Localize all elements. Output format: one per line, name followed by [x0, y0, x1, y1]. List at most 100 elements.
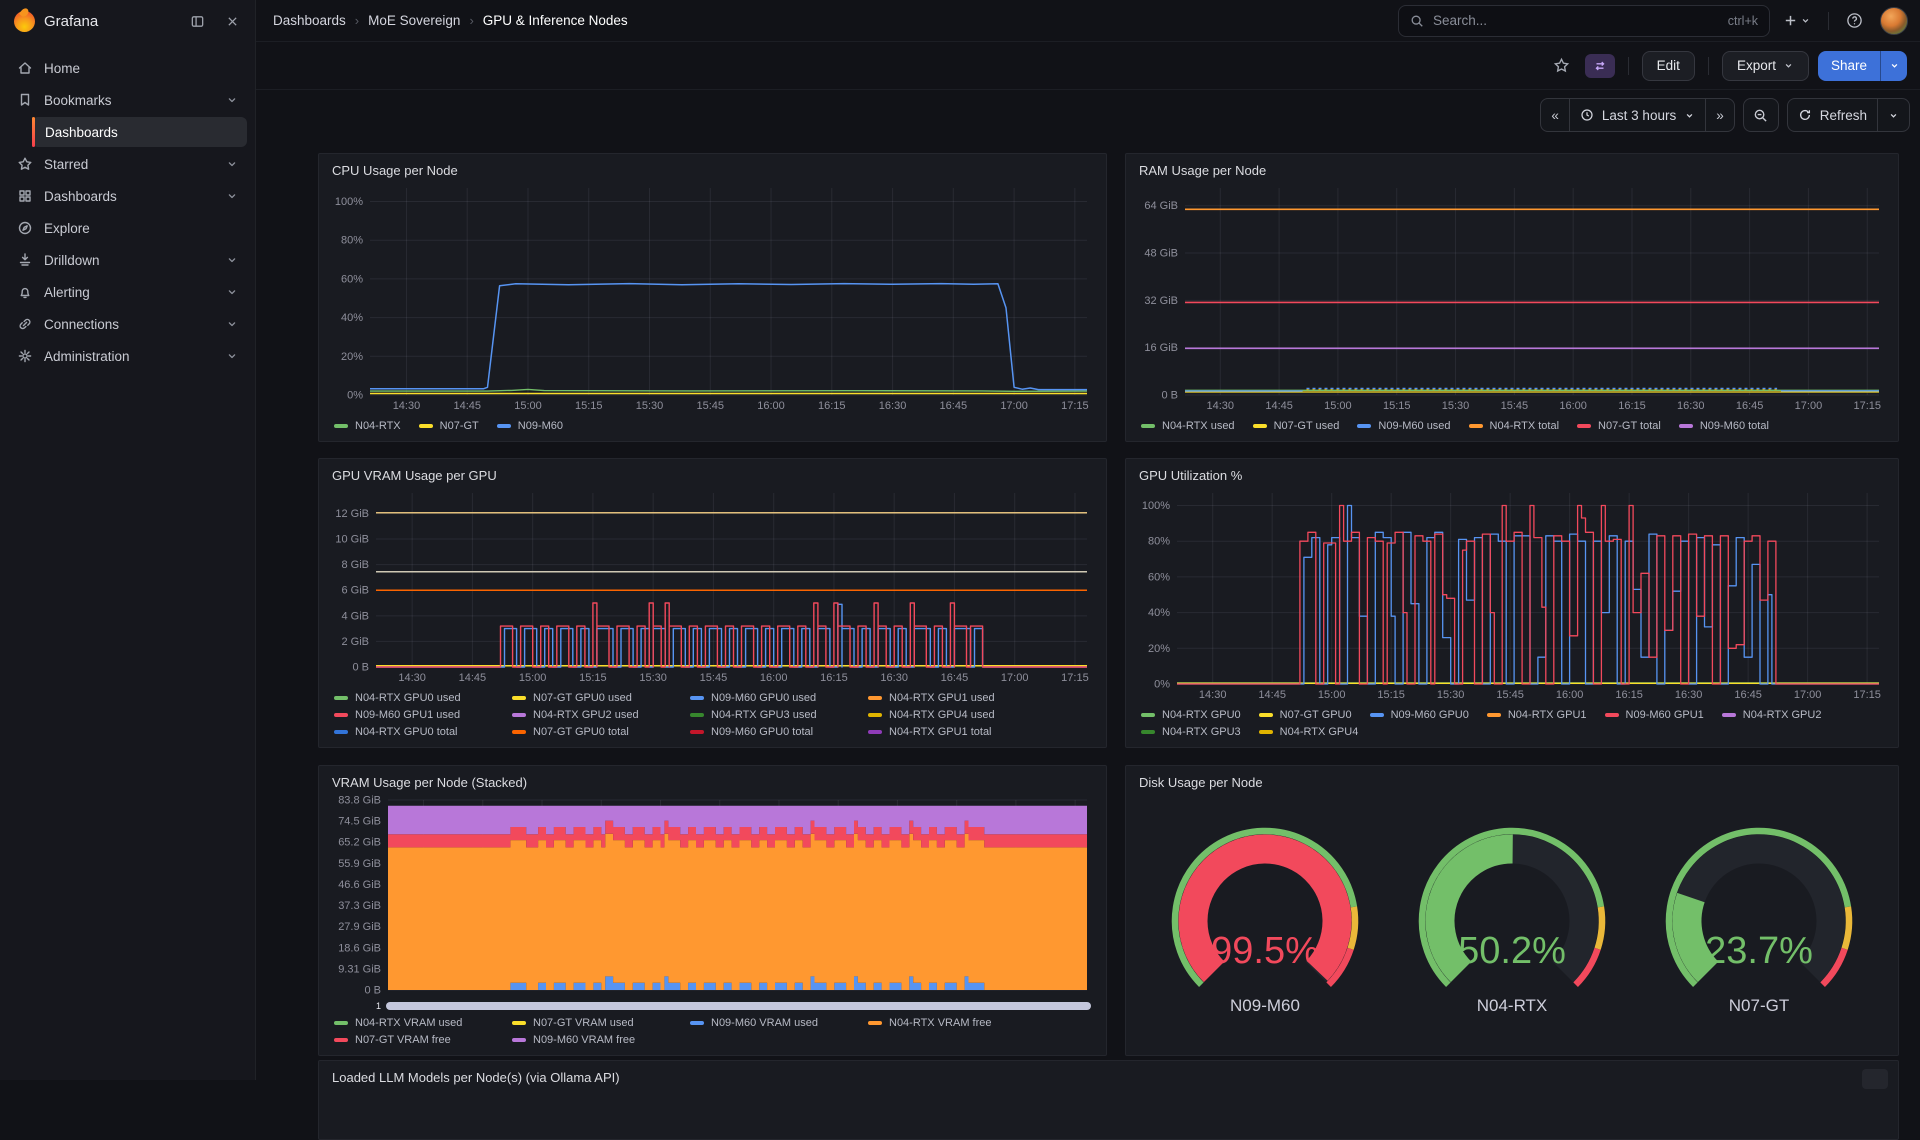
scrollbar-track[interactable]: [386, 1002, 1091, 1010]
ram-usage-chart[interactable]: 0 B16 GiB32 GiB48 GiB64 GiB14:3014:4515:…: [1137, 180, 1887, 415]
legend-item[interactable]: N09-M60 VRAM used: [690, 1017, 850, 1029]
time-shift-back-button[interactable]: «: [1541, 99, 1569, 131]
edit-button[interactable]: Edit: [1642, 51, 1695, 81]
panel-title[interactable]: GPU VRAM Usage per GPU: [332, 468, 1095, 483]
svg-text:16:00: 16:00: [760, 672, 788, 684]
panel-title[interactable]: Disk Usage per Node: [1139, 775, 1887, 790]
legend-label: N04-RTX total: [1490, 420, 1560, 432]
refresh-interval-button[interactable]: [1878, 99, 1909, 131]
legend-item[interactable]: N09-M60 GPU0: [1370, 709, 1469, 721]
legend-item[interactable]: N09-M60: [497, 420, 563, 432]
legend-item[interactable]: N04-RTX GPU0: [1141, 709, 1241, 721]
plus-icon: [1783, 13, 1798, 28]
refresh-button[interactable]: Refresh: [1788, 99, 1877, 131]
legend-item[interactable]: N04-RTX VRAM free: [868, 1017, 1028, 1029]
star-dashboard-button[interactable]: [1548, 53, 1576, 79]
sidebar-item-dashboards[interactable]: Dashboards: [8, 181, 247, 211]
add-new-button[interactable]: [1778, 7, 1816, 35]
sidebar-item-starred[interactable]: Starred: [8, 149, 247, 179]
legend-item[interactable]: N07-GT GPU0: [1259, 709, 1352, 721]
legend-item[interactable]: N04-RTX GPU3 used: [690, 709, 850, 721]
legend-item[interactable]: N04-RTX: [334, 420, 401, 432]
legend-item[interactable]: N07-GT: [419, 420, 479, 432]
legend-item[interactable]: N04-RTX GPU1 total: [868, 726, 1028, 738]
breadcrumb-item[interactable]: GPU & Inference Nodes: [483, 13, 628, 28]
legend-item[interactable]: N04-RTX GPU2: [1722, 709, 1822, 721]
time-shift-forward-button[interactable]: »: [1706, 99, 1734, 131]
legend-item[interactable]: N07-GT used: [1253, 420, 1340, 432]
legend-item[interactable]: N09-M60 total: [1679, 420, 1769, 432]
vram-stacked-chart[interactable]: 0 B9.31 GiB18.6 GiB27.9 GiB37.3 GiB46.6 …: [330, 792, 1095, 996]
user-avatar[interactable]: [1880, 7, 1908, 35]
chev-icon: [226, 158, 238, 170]
panel-menu-icon[interactable]: [1862, 1069, 1888, 1089]
legend-item[interactable]: N07-GT VRAM free: [334, 1034, 494, 1046]
grafana-app: Grafana HomeBookmarksDashboardsStarredDa…: [0, 0, 1920, 1080]
legend-item[interactable]: N04-RTX GPU1: [1487, 709, 1587, 721]
sidebar-item-alerting[interactable]: Alerting: [8, 277, 247, 307]
legend-item[interactable]: N07-GT GPU0 total: [512, 726, 672, 738]
gpu-utilization-chart[interactable]: 0%20%40%60%80%100%14:3014:4515:0015:1515…: [1137, 485, 1887, 704]
legend-item[interactable]: N04-RTX GPU3: [1141, 726, 1241, 738]
sidebar-item-connections[interactable]: Connections: [8, 309, 247, 339]
sidebar-item-bookmarks[interactable]: Bookmarks: [8, 85, 247, 115]
close-sidebar-button[interactable]: [219, 8, 245, 34]
legend-item[interactable]: N07-GT total: [1577, 420, 1661, 432]
legend-item[interactable]: N09-M60 GPU0 total: [690, 726, 850, 738]
svg-text:64 GiB: 64 GiB: [1144, 200, 1178, 212]
legend-item[interactable]: N09-M60 GPU1 used: [334, 709, 494, 721]
cpu-usage-chart[interactable]: 0%20%40%60%80%100%14:3014:4515:0015:1515…: [330, 180, 1095, 415]
dock-sidebar-button[interactable]: [184, 8, 210, 34]
share-menu-button[interactable]: [1880, 51, 1907, 81]
legend-item[interactable]: N04-RTX total: [1469, 420, 1560, 432]
search-input[interactable]: Search... ctrl+k: [1398, 5, 1770, 37]
svg-text:14:45: 14:45: [1258, 689, 1286, 701]
export-button[interactable]: Export: [1722, 51, 1809, 81]
chevron-down-icon: [1800, 15, 1811, 26]
svg-text:0 B: 0 B: [352, 662, 369, 674]
time-range-label: Last 3 hours: [1602, 108, 1676, 123]
legend-item[interactable]: N04-RTX used: [1141, 420, 1235, 432]
legend-item[interactable]: N09-M60 VRAM free: [512, 1034, 672, 1046]
help-button[interactable]: [1841, 7, 1868, 35]
legend-item[interactable]: N04-RTX GPU4 used: [868, 709, 1028, 721]
legend-item[interactable]: N09-M60 GPU0 used: [690, 692, 850, 704]
panel-title[interactable]: VRAM Usage per Node (Stacked): [332, 775, 1095, 790]
gpu-vram-chart[interactable]: 0 B2 GiB4 GiB6 GiB8 GiB10 GiB12 GiB14:30…: [330, 485, 1095, 687]
share-button[interactable]: Share: [1818, 51, 1880, 81]
panel-title[interactable]: CPU Usage per Node: [332, 163, 1095, 178]
breadcrumb-item[interactable]: Dashboards: [273, 13, 346, 28]
legend-item[interactable]: N04-RTX GPU2 used: [512, 709, 672, 721]
legend-item[interactable]: N04-RTX GPU0 used: [334, 692, 494, 704]
panel-title[interactable]: GPU Utilization %: [1139, 468, 1887, 483]
legend-swatch: [1141, 424, 1155, 428]
top-nav: Dashboards›MoE Sovereign›GPU & Inference…: [256, 0, 1920, 42]
svg-text:12 GiB: 12 GiB: [335, 508, 369, 520]
panel-title[interactable]: Loaded LLM Models per Node(s) (via Ollam…: [332, 1070, 1887, 1085]
shared-dashboard-button[interactable]: [1585, 54, 1615, 78]
sidebar-item-dashboards[interactable]: Dashboards: [32, 117, 247, 147]
vram-stacked-legend: N04-RTX VRAM used N07-GT VRAM used N09-M60…: [330, 1012, 1095, 1048]
time-range-picker[interactable]: Last 3 hours: [1570, 99, 1705, 131]
sidebar-item-label: Explore: [44, 221, 90, 236]
legend-item[interactable]: N09-M60 GPU1: [1605, 709, 1704, 721]
sidebar-item-drilldown[interactable]: Drilldown: [8, 245, 247, 275]
legend-item[interactable]: N04-RTX GPU0 total: [334, 726, 494, 738]
breadcrumb-item[interactable]: MoE Sovereign: [368, 13, 460, 28]
panel-title[interactable]: RAM Usage per Node: [1139, 163, 1887, 178]
sidebar-item-administration[interactable]: Administration: [8, 341, 247, 371]
svg-text:15:30: 15:30: [636, 400, 664, 412]
legend-item[interactable]: N04-RTX GPU4: [1259, 726, 1359, 738]
legend-item[interactable]: N07-GT GPU0 used: [512, 692, 672, 704]
svg-text:17:15: 17:15: [1061, 672, 1089, 684]
legend-item[interactable]: N04-RTX GPU1 used: [868, 692, 1028, 704]
sidebar-item-home[interactable]: Home: [8, 53, 247, 83]
legend-item[interactable]: N07-GT VRAM used: [512, 1017, 672, 1029]
legend-label: N09-M60 GPU0: [1391, 709, 1469, 721]
zoom-out-time-button[interactable]: [1743, 98, 1779, 132]
svg-text:16 GiB: 16 GiB: [1144, 342, 1178, 354]
legend-item[interactable]: N04-RTX VRAM used: [334, 1017, 494, 1029]
legend-swatch: [334, 696, 348, 700]
legend-item[interactable]: N09-M60 used: [1357, 420, 1450, 432]
sidebar-item-explore[interactable]: Explore: [8, 213, 247, 243]
